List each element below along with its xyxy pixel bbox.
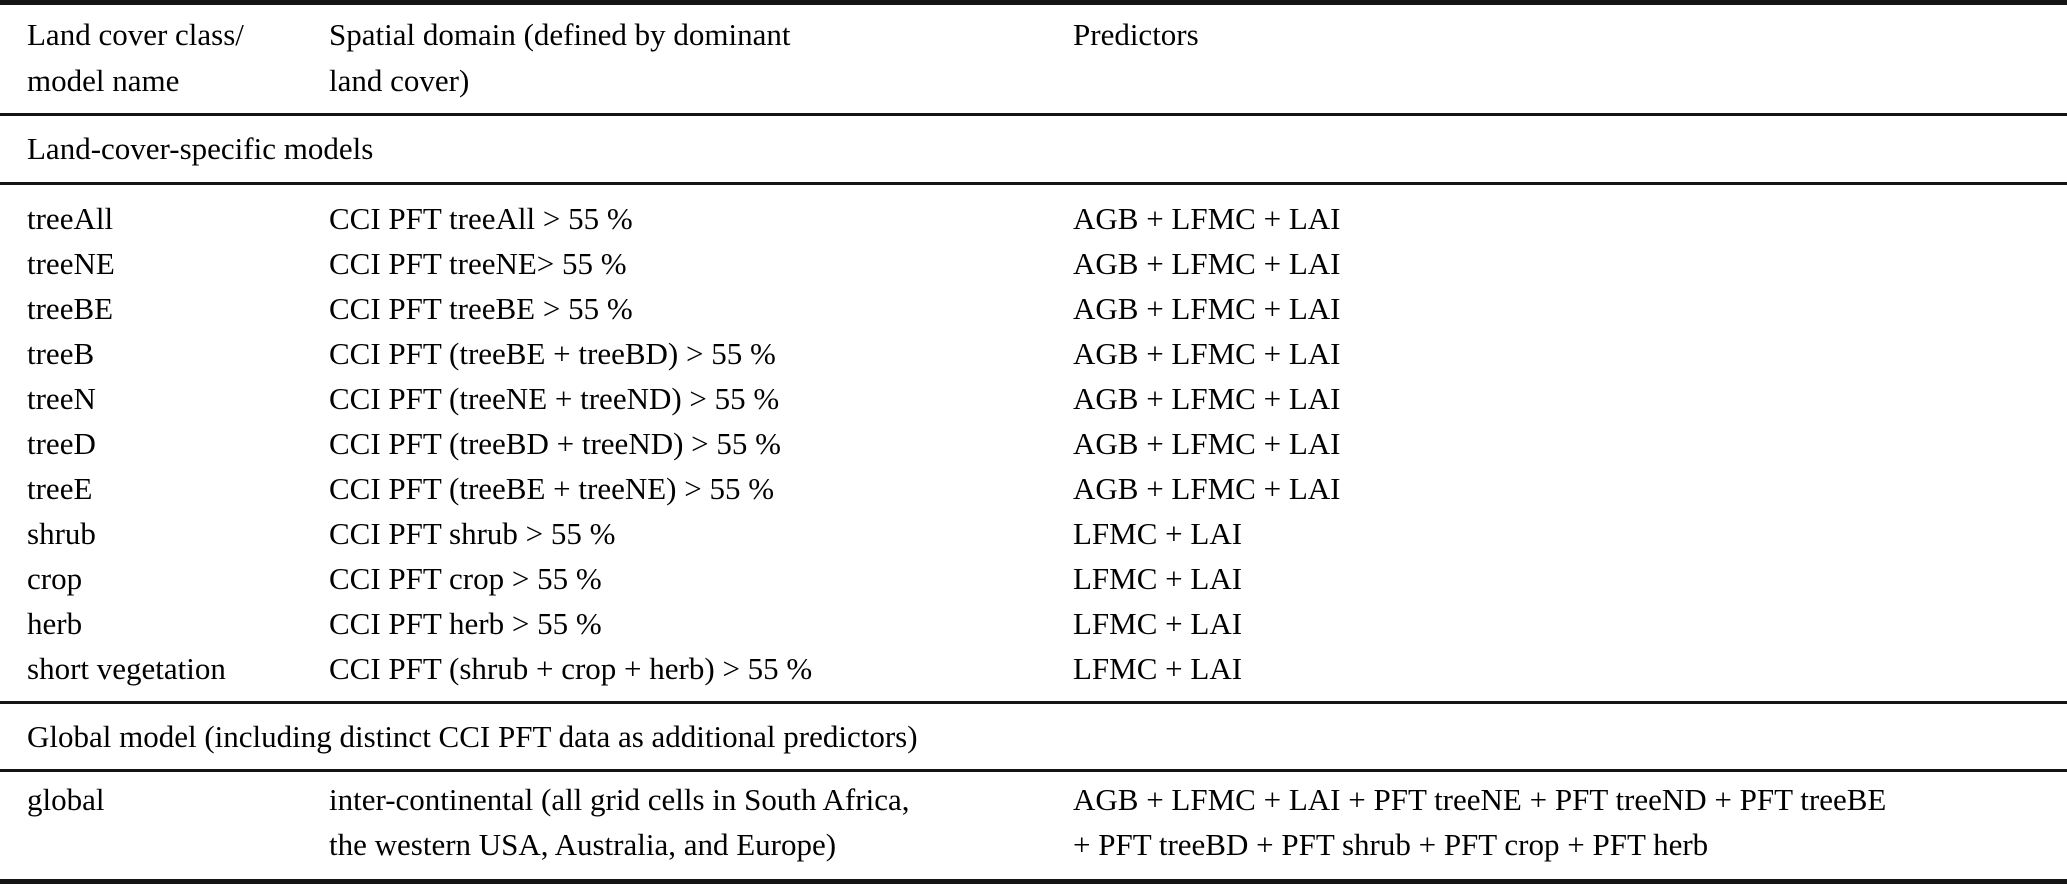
cell-spatial-domain: CCI PFT herb > 55 % bbox=[329, 606, 602, 641]
cell-spatial-domain: CCI PFT (treeBE + treeNE) > 55 % bbox=[329, 471, 775, 506]
table-rule-top bbox=[0, 0, 2067, 5]
cell-model-name: treeBE bbox=[27, 291, 114, 326]
cell-model-name: treeE bbox=[27, 471, 93, 506]
cell-spatial-domain: CCI PFT treeNE> 55 % bbox=[329, 246, 627, 281]
cell-predictors: AGB + LFMC + LAI bbox=[1073, 381, 1341, 416]
cell-model-name: treeAll bbox=[27, 201, 114, 236]
cell-predictors: LFMC + LAI bbox=[1073, 516, 1243, 551]
header-spatial-domain: Spatial domain (defined by dominant land… bbox=[329, 17, 791, 98]
table-row: treeAll CCI PFT treeAll > 55 % AGB + LFM… bbox=[0, 196, 2067, 241]
cell-predictors: AGB + LFMC + LAI bbox=[1073, 246, 1341, 281]
table-rule-below-section-1 bbox=[0, 182, 2067, 185]
cell-model-name: treeB bbox=[27, 336, 95, 371]
cell-spatial-domain: CCI PFT (treeBE + treeBD) > 55 % bbox=[329, 336, 776, 371]
header-land-cover-class: Land cover class/ model name bbox=[27, 17, 244, 98]
cell-predictors: LFMC + LAI bbox=[1073, 651, 1243, 686]
table-row: global inter-continental (all grid cells… bbox=[0, 777, 2067, 867]
table-header-row: Land cover class/ model name Spatial dom… bbox=[0, 5, 2067, 113]
table-row: herb CCI PFT herb > 55 % LFMC + LAI bbox=[0, 601, 2067, 646]
cell-predictors: AGB + LFMC + LAI bbox=[1073, 426, 1341, 461]
cell-model-name: treeN bbox=[27, 381, 96, 416]
cell-model-name: treeNE bbox=[27, 246, 115, 281]
cell-predictors: AGB + LFMC + LAI + PFT treeNE + PFT tree… bbox=[1073, 782, 1887, 862]
cell-spatial-domain: inter-continental (all grid cells in Sou… bbox=[329, 782, 910, 862]
section-label: Global model (including distinct CCI PFT… bbox=[27, 718, 918, 754]
cell-model-name: herb bbox=[27, 606, 83, 641]
table-rule-below-section-2 bbox=[0, 769, 2067, 772]
table-row: treeB CCI PFT (treeBE + treeBD) > 55 % A… bbox=[0, 331, 2067, 376]
cell-predictors: AGB + LFMC + LAI bbox=[1073, 201, 1341, 236]
cell-predictors: LFMC + LAI bbox=[1073, 606, 1243, 641]
table-row: treeE CCI PFT (treeBE + treeNE) > 55 % A… bbox=[0, 466, 2067, 511]
table-row: treeBE CCI PFT treeBE > 55 % AGB + LFMC … bbox=[0, 286, 2067, 331]
cell-model-name: shrub bbox=[27, 516, 96, 551]
cell-predictors: AGB + LFMC + LAI bbox=[1073, 336, 1341, 371]
cell-model-name: global bbox=[27, 782, 105, 817]
cell-model-name: crop bbox=[27, 561, 83, 596]
cell-predictors: AGB + LFMC + LAI bbox=[1073, 471, 1341, 506]
cell-spatial-domain: CCI PFT treeBE > 55 % bbox=[329, 291, 633, 326]
cell-predictors: LFMC + LAI bbox=[1073, 561, 1243, 596]
table-row: shrub CCI PFT shrub > 55 % LFMC + LAI bbox=[0, 511, 2067, 556]
table-body: treeAll CCI PFT treeAll > 55 % AGB + LFM… bbox=[0, 185, 2067, 701]
table-rule-bottom bbox=[0, 879, 2067, 884]
table-global-row-band: global inter-continental (all grid cells… bbox=[0, 772, 2067, 879]
header-predictors: Predictors bbox=[1073, 17, 1199, 52]
table-row: treeD CCI PFT (treeBD + treeND) > 55 % A… bbox=[0, 421, 2067, 466]
cell-model-name: treeD bbox=[27, 426, 96, 461]
cell-spatial-domain: CCI PFT (shrub + crop + herb) > 55 % bbox=[329, 651, 813, 686]
table-rule-above-section-2 bbox=[0, 701, 2067, 704]
table-rule-below-header bbox=[0, 113, 2067, 116]
table-row: short vegetation CCI PFT (shrub + crop +… bbox=[0, 646, 2067, 691]
section-label: Land-cover-specific models bbox=[27, 131, 374, 166]
table-row: crop CCI PFT crop > 55 % LFMC + LAI bbox=[0, 556, 2067, 601]
cell-spatial-domain: CCI PFT crop > 55 % bbox=[329, 561, 602, 596]
cell-predictors: AGB + LFMC + LAI bbox=[1073, 291, 1341, 326]
table-row: treeNE CCI PFT treeNE> 55 % AGB + LFMC +… bbox=[0, 241, 2067, 286]
section-header-land-cover-specific: Land-cover-specific models bbox=[0, 116, 2067, 182]
cell-model-name: short vegetation bbox=[27, 651, 226, 686]
cell-spatial-domain: CCI PFT treeAll > 55 % bbox=[329, 201, 633, 236]
table-row: treeN CCI PFT (treeNE + treeND) > 55 % A… bbox=[0, 376, 2067, 421]
cell-spatial-domain: CCI PFT (treeBD + treeND) > 55 % bbox=[329, 426, 781, 461]
cell-spatial-domain: CCI PFT (treeNE + treeND) > 55 % bbox=[329, 381, 780, 416]
section-header-global-model: Global model (including distinct CCI PFT… bbox=[0, 704, 2067, 769]
cell-spatial-domain: CCI PFT shrub > 55 % bbox=[329, 516, 616, 551]
